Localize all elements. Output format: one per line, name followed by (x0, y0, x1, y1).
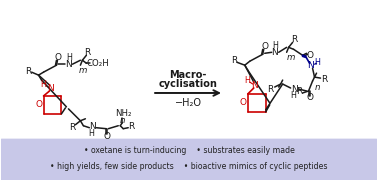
Text: N: N (47, 83, 54, 92)
Text: m: m (287, 53, 295, 62)
FancyArrowPatch shape (155, 90, 219, 96)
Text: O: O (35, 100, 42, 109)
Text: N: N (271, 48, 278, 57)
Text: H: H (291, 91, 297, 100)
Text: N: N (307, 61, 314, 70)
Text: H: H (273, 41, 279, 50)
Text: O: O (306, 93, 313, 102)
Text: −H₂O: −H₂O (175, 98, 201, 108)
Text: H: H (244, 76, 250, 85)
Text: NH₂: NH₂ (115, 109, 132, 118)
Text: O: O (104, 132, 111, 141)
Text: cyclisation: cyclisation (158, 79, 217, 89)
Text: N: N (291, 85, 298, 94)
Text: R: R (69, 123, 76, 132)
Text: • high yields, few side products    • bioactive mimics of cyclic peptides: • high yields, few side products • bioac… (50, 162, 328, 171)
Text: R: R (268, 85, 274, 94)
Text: • oxetane is turn-inducing    • substrates easily made: • oxetane is turn-inducing • substrates … (84, 146, 294, 155)
Text: O: O (239, 98, 246, 107)
Text: R: R (128, 122, 134, 131)
Text: R: R (291, 35, 298, 44)
Text: CO₂H: CO₂H (87, 59, 110, 68)
Text: n: n (315, 83, 320, 92)
Text: H: H (40, 80, 46, 89)
Text: O: O (261, 42, 268, 51)
Text: m: m (78, 66, 87, 75)
Text: N: N (65, 60, 72, 69)
Text: R: R (231, 56, 237, 65)
Text: H: H (314, 58, 321, 67)
Text: R: R (321, 75, 328, 84)
Text: N: N (89, 122, 96, 131)
Text: R: R (84, 48, 90, 57)
Text: H: H (88, 129, 94, 138)
Text: O: O (55, 53, 62, 62)
Text: N: N (251, 81, 258, 90)
Text: Macro-: Macro- (169, 70, 207, 80)
Text: R: R (25, 67, 32, 76)
Text: H: H (67, 53, 72, 62)
Text: O: O (306, 51, 313, 60)
FancyBboxPatch shape (1, 139, 377, 180)
Text: R: R (296, 87, 303, 96)
Text: n: n (119, 116, 125, 125)
